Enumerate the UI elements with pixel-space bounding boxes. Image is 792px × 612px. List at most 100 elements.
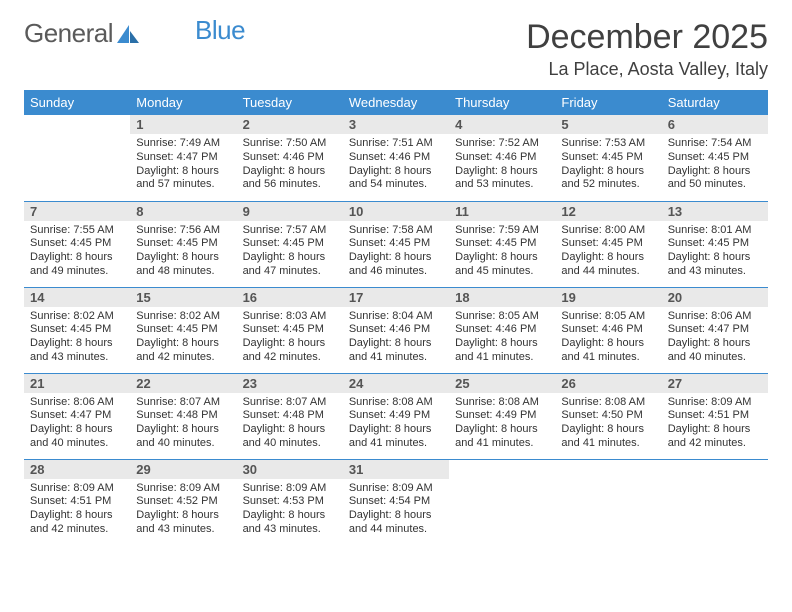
day-text: Sunrise: 8:09 AMSunset: 4:51 PMDaylight:… [662,393,768,455]
calendar-cell: 13Sunrise: 8:01 AMSunset: 4:45 PMDayligh… [662,201,768,287]
day-text: Sunrise: 8:07 AMSunset: 4:48 PMDaylight:… [237,393,343,455]
day-number: 26 [555,374,661,393]
weekday-header: Saturday [662,90,768,115]
day-text: Sunrise: 8:08 AMSunset: 4:50 PMDaylight:… [555,393,661,455]
calendar-cell: 24Sunrise: 8:08 AMSunset: 4:49 PMDayligh… [343,373,449,459]
day-text: Sunrise: 8:09 AMSunset: 4:53 PMDaylight:… [237,479,343,541]
calendar-cell: 29Sunrise: 8:09 AMSunset: 4:52 PMDayligh… [130,459,236,545]
weekday-header: Monday [130,90,236,115]
day-text: Sunrise: 8:01 AMSunset: 4:45 PMDaylight:… [662,221,768,283]
day-number: 13 [662,202,768,221]
weekday-row: SundayMondayTuesdayWednesdayThursdayFrid… [24,90,768,115]
day-text: Sunrise: 7:54 AMSunset: 4:45 PMDaylight:… [662,134,768,196]
day-text: Sunrise: 8:09 AMSunset: 4:51 PMDaylight:… [24,479,130,541]
calendar-cell: 8Sunrise: 7:56 AMSunset: 4:45 PMDaylight… [130,201,236,287]
calendar-table: SundayMondayTuesdayWednesdayThursdayFrid… [24,90,768,545]
day-text: Sunrise: 7:49 AMSunset: 4:47 PMDaylight:… [130,134,236,196]
day-text: Sunrise: 8:02 AMSunset: 4:45 PMDaylight:… [24,307,130,369]
calendar-cell: 23Sunrise: 8:07 AMSunset: 4:48 PMDayligh… [237,373,343,459]
day-number: 8 [130,202,236,221]
calendar-week: ..1Sunrise: 7:49 AMSunset: 4:47 PMDaylig… [24,115,768,201]
calendar-cell: .. [24,115,130,201]
day-text: Sunrise: 8:08 AMSunset: 4:49 PMDaylight:… [343,393,449,455]
day-number: 15 [130,288,236,307]
title-block: December 2025 La Place, Aosta Valley, It… [526,18,768,80]
calendar-cell: 11Sunrise: 7:59 AMSunset: 4:45 PMDayligh… [449,201,555,287]
calendar-cell: 5Sunrise: 7:53 AMSunset: 4:45 PMDaylight… [555,115,661,201]
day-text: Sunrise: 7:51 AMSunset: 4:46 PMDaylight:… [343,134,449,196]
logo-sail-icon [115,23,141,45]
calendar-cell: 21Sunrise: 8:06 AMSunset: 4:47 PMDayligh… [24,373,130,459]
calendar-cell: 19Sunrise: 8:05 AMSunset: 4:46 PMDayligh… [555,287,661,373]
day-number: 10 [343,202,449,221]
location: La Place, Aosta Valley, Italy [526,59,768,80]
day-text: Sunrise: 7:58 AMSunset: 4:45 PMDaylight:… [343,221,449,283]
month-title: December 2025 [526,18,768,57]
day-text: Sunrise: 8:06 AMSunset: 4:47 PMDaylight:… [24,393,130,455]
day-number: 7 [24,202,130,221]
calendar-cell: 18Sunrise: 8:05 AMSunset: 4:46 PMDayligh… [449,287,555,373]
day-number: 3 [343,115,449,134]
logo: General Blue [24,18,245,49]
day-number: 24 [343,374,449,393]
day-number: 21 [24,374,130,393]
calendar-week: 7Sunrise: 7:55 AMSunset: 4:45 PMDaylight… [24,201,768,287]
calendar-cell: 6Sunrise: 7:54 AMSunset: 4:45 PMDaylight… [662,115,768,201]
calendar-cell: 15Sunrise: 8:02 AMSunset: 4:45 PMDayligh… [130,287,236,373]
day-number: 2 [237,115,343,134]
day-number: 20 [662,288,768,307]
day-number: 16 [237,288,343,307]
weekday-header: Thursday [449,90,555,115]
calendar-cell: 2Sunrise: 7:50 AMSunset: 4:46 PMDaylight… [237,115,343,201]
day-number: 11 [449,202,555,221]
calendar-week: 28Sunrise: 8:09 AMSunset: 4:51 PMDayligh… [24,459,768,545]
calendar-cell: 27Sunrise: 8:09 AMSunset: 4:51 PMDayligh… [662,373,768,459]
day-text: Sunrise: 7:57 AMSunset: 4:45 PMDaylight:… [237,221,343,283]
calendar-cell: 28Sunrise: 8:09 AMSunset: 4:51 PMDayligh… [24,459,130,545]
day-number: 23 [237,374,343,393]
day-number: 9 [237,202,343,221]
calendar-cell: 10Sunrise: 7:58 AMSunset: 4:45 PMDayligh… [343,201,449,287]
header: General Blue December 2025 La Place, Aos… [24,18,768,80]
calendar-cell: .. [662,459,768,545]
day-number: 31 [343,460,449,479]
day-text: Sunrise: 7:52 AMSunset: 4:46 PMDaylight:… [449,134,555,196]
day-text: Sunrise: 8:05 AMSunset: 4:46 PMDaylight:… [449,307,555,369]
day-text: Sunrise: 7:50 AMSunset: 4:46 PMDaylight:… [237,134,343,196]
weekday-header: Sunday [24,90,130,115]
calendar-week: 14Sunrise: 8:02 AMSunset: 4:45 PMDayligh… [24,287,768,373]
calendar-cell: 9Sunrise: 7:57 AMSunset: 4:45 PMDaylight… [237,201,343,287]
day-number: 17 [343,288,449,307]
day-text: Sunrise: 8:06 AMSunset: 4:47 PMDaylight:… [662,307,768,369]
day-number: 6 [662,115,768,134]
day-text: Sunrise: 8:05 AMSunset: 4:46 PMDaylight:… [555,307,661,369]
calendar-week: 21Sunrise: 8:06 AMSunset: 4:47 PMDayligh… [24,373,768,459]
weekday-header: Tuesday [237,90,343,115]
day-number: 29 [130,460,236,479]
day-text: Sunrise: 7:55 AMSunset: 4:45 PMDaylight:… [24,221,130,283]
calendar-body: ..1Sunrise: 7:49 AMSunset: 4:47 PMDaylig… [24,115,768,545]
day-number: 27 [662,374,768,393]
calendar-cell: 25Sunrise: 8:08 AMSunset: 4:49 PMDayligh… [449,373,555,459]
calendar-cell: 4Sunrise: 7:52 AMSunset: 4:46 PMDaylight… [449,115,555,201]
day-number: 18 [449,288,555,307]
day-number: 19 [555,288,661,307]
logo-text-1: General [24,18,113,49]
day-text: Sunrise: 8:00 AMSunset: 4:45 PMDaylight:… [555,221,661,283]
calendar-cell: 17Sunrise: 8:04 AMSunset: 4:46 PMDayligh… [343,287,449,373]
day-text: Sunrise: 8:04 AMSunset: 4:46 PMDaylight:… [343,307,449,369]
day-text: Sunrise: 8:07 AMSunset: 4:48 PMDaylight:… [130,393,236,455]
calendar-cell: 30Sunrise: 8:09 AMSunset: 4:53 PMDayligh… [237,459,343,545]
logo-text-2: Blue [195,15,245,46]
calendar-cell: 3Sunrise: 7:51 AMSunset: 4:46 PMDaylight… [343,115,449,201]
day-number: 5 [555,115,661,134]
calendar-cell: 20Sunrise: 8:06 AMSunset: 4:47 PMDayligh… [662,287,768,373]
weekday-header: Wednesday [343,90,449,115]
calendar-cell: 26Sunrise: 8:08 AMSunset: 4:50 PMDayligh… [555,373,661,459]
calendar-cell: 1Sunrise: 7:49 AMSunset: 4:47 PMDaylight… [130,115,236,201]
day-number: 12 [555,202,661,221]
calendar-cell: 31Sunrise: 8:09 AMSunset: 4:54 PMDayligh… [343,459,449,545]
day-text: Sunrise: 7:59 AMSunset: 4:45 PMDaylight:… [449,221,555,283]
day-text: Sunrise: 7:53 AMSunset: 4:45 PMDaylight:… [555,134,661,196]
calendar-cell: .. [555,459,661,545]
